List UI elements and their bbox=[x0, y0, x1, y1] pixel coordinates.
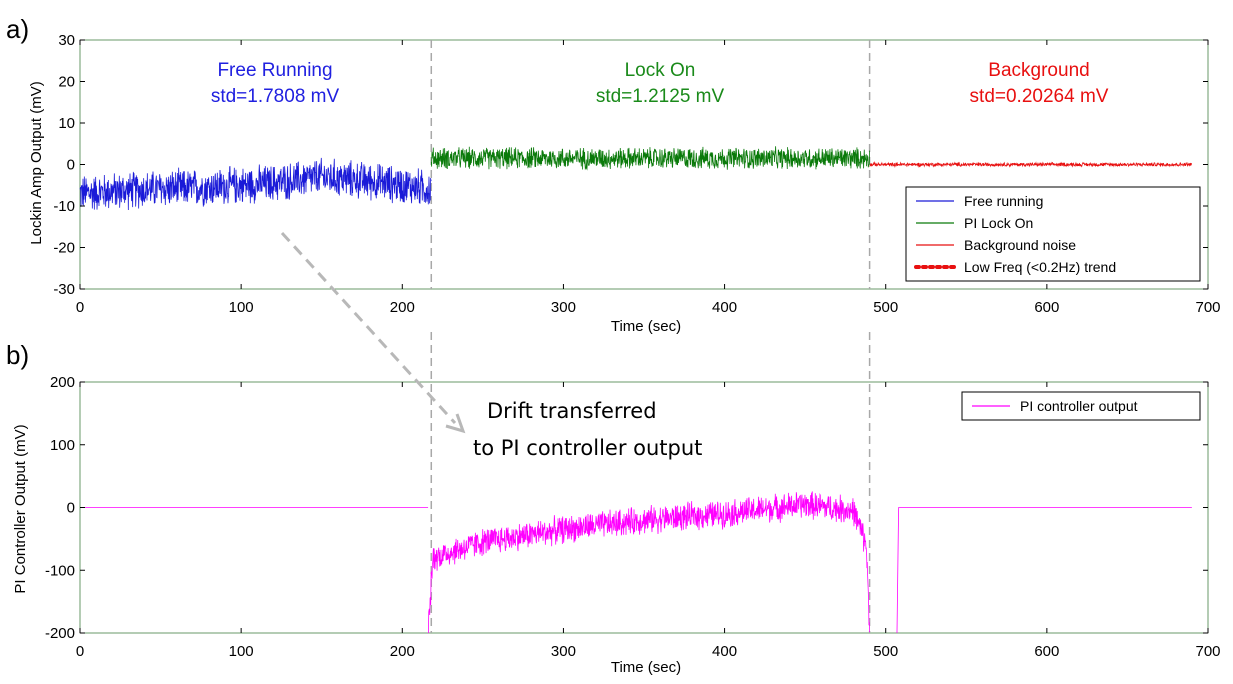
annotation-arrow-head bbox=[445, 413, 466, 434]
x-tick-label-b: 600 bbox=[1034, 643, 1059, 660]
y-tick-label-b: 200 bbox=[50, 374, 75, 391]
y-axis-label-b: PI Controller Output (mV) bbox=[12, 424, 29, 593]
y-tick-label-b: -200 bbox=[45, 625, 75, 642]
region-label-free-running: Free Running bbox=[217, 60, 332, 81]
legend-label-background-noise: Background noise bbox=[964, 237, 1076, 253]
x-tick-label-a: 100 bbox=[229, 299, 254, 316]
series-line-pi-lock-on bbox=[430, 146, 870, 171]
ticks-a: 0 100 200 300 400 500 600 700 -30 -20 -10 0 10 20 30 bbox=[53, 32, 1220, 316]
series-line-background-noise bbox=[869, 161, 1192, 169]
series-group-b bbox=[80, 491, 1192, 634]
x-tick-label-b: 100 bbox=[229, 643, 254, 660]
series-group-a bbox=[79, 146, 1192, 210]
region-label-background: Background bbox=[988, 60, 1089, 81]
x-tick-label-a: 700 bbox=[1195, 299, 1220, 316]
x-tick-label-b: 300 bbox=[551, 643, 576, 660]
x-tick-label-b: 500 bbox=[873, 643, 898, 660]
x-tick-label-a: 500 bbox=[873, 299, 898, 316]
legend-label-low-freq-0-2hz-trend: Low Freq (<0.2Hz) trend bbox=[964, 259, 1116, 275]
x-tick-label-a: 0 bbox=[76, 299, 84, 316]
legend-a: Free running PI Lock On Background noise Lo… bbox=[905, 186, 1201, 282]
x-tick-label-a: 300 bbox=[551, 299, 576, 316]
series-line-pi-controller-output-seg-1 bbox=[427, 491, 870, 634]
region-std-free-running: std=1.7808 mV bbox=[211, 86, 340, 107]
x-axis-label-a: Time (sec) bbox=[611, 318, 681, 335]
x-tick-label-b: 700 bbox=[1195, 643, 1220, 660]
x-tick-label-a: 600 bbox=[1034, 299, 1059, 316]
chart-b: b) 0 100 200 300 400 500 600 700-200-1000100200… bbox=[6, 231, 1221, 676]
y-tick-label-a: -30 bbox=[53, 281, 75, 298]
x-axis-label-b: Time (sec) bbox=[611, 659, 681, 676]
x-tick-label-a: 400 bbox=[712, 299, 737, 316]
series-line-free-running bbox=[79, 157, 432, 210]
legend-label-free-running: Free running bbox=[964, 193, 1043, 209]
region-std-lock-on: std=1.2125 mV bbox=[596, 86, 725, 107]
y-tick-label-a: 30 bbox=[58, 32, 75, 49]
x-tick-label-b: 400 bbox=[712, 643, 737, 660]
y-tick-label-a: 0 bbox=[67, 157, 75, 174]
y-tick-label-a: -10 bbox=[53, 198, 75, 215]
y-tick-label-b: -100 bbox=[45, 562, 75, 579]
x-tick-label-b: 0 bbox=[76, 643, 84, 660]
series-line-pi-controller-output-seg-2 bbox=[896, 507, 1192, 634]
x-tick-label-b: 200 bbox=[390, 643, 415, 660]
legend-label-pi-lock-on: PI Lock On bbox=[964, 215, 1033, 231]
chart-a: a) 0 100 200 300 400 500 600 700 -30 -20 -10 0 10 20 3… bbox=[6, 14, 1221, 335]
panel-b-label: b) bbox=[6, 340, 29, 370]
x-tick-label-a: 200 bbox=[390, 299, 415, 316]
legend-b: PI controller output bbox=[961, 391, 1201, 421]
y-tick-label-a: 20 bbox=[58, 74, 75, 91]
annotation-arrow-shaft bbox=[280, 231, 457, 425]
ticks-b: 0 100 200 300 400 500 600 700 -200 -100 0 100 200 bbox=[45, 374, 1221, 660]
annotation-line-1: Drift transferred bbox=[487, 399, 657, 423]
y-tick-label-b: 0 bbox=[67, 500, 75, 517]
y-tick-label-a: 10 bbox=[58, 115, 75, 132]
y-tick-label-b: 100 bbox=[50, 437, 75, 454]
panel-a-label: a) bbox=[6, 14, 29, 44]
annotation-line-2: to PI controller output bbox=[473, 436, 702, 460]
y-axis-label-a: Lockin Amp Output (mV) bbox=[28, 81, 45, 244]
y-tick-label-a: -20 bbox=[53, 240, 75, 257]
legend-label-pi-controller-output: PI controller output bbox=[1020, 398, 1138, 414]
region-std-background: std=0.20264 mV bbox=[970, 86, 1109, 107]
region-label-lock-on: Lock On bbox=[625, 60, 696, 81]
